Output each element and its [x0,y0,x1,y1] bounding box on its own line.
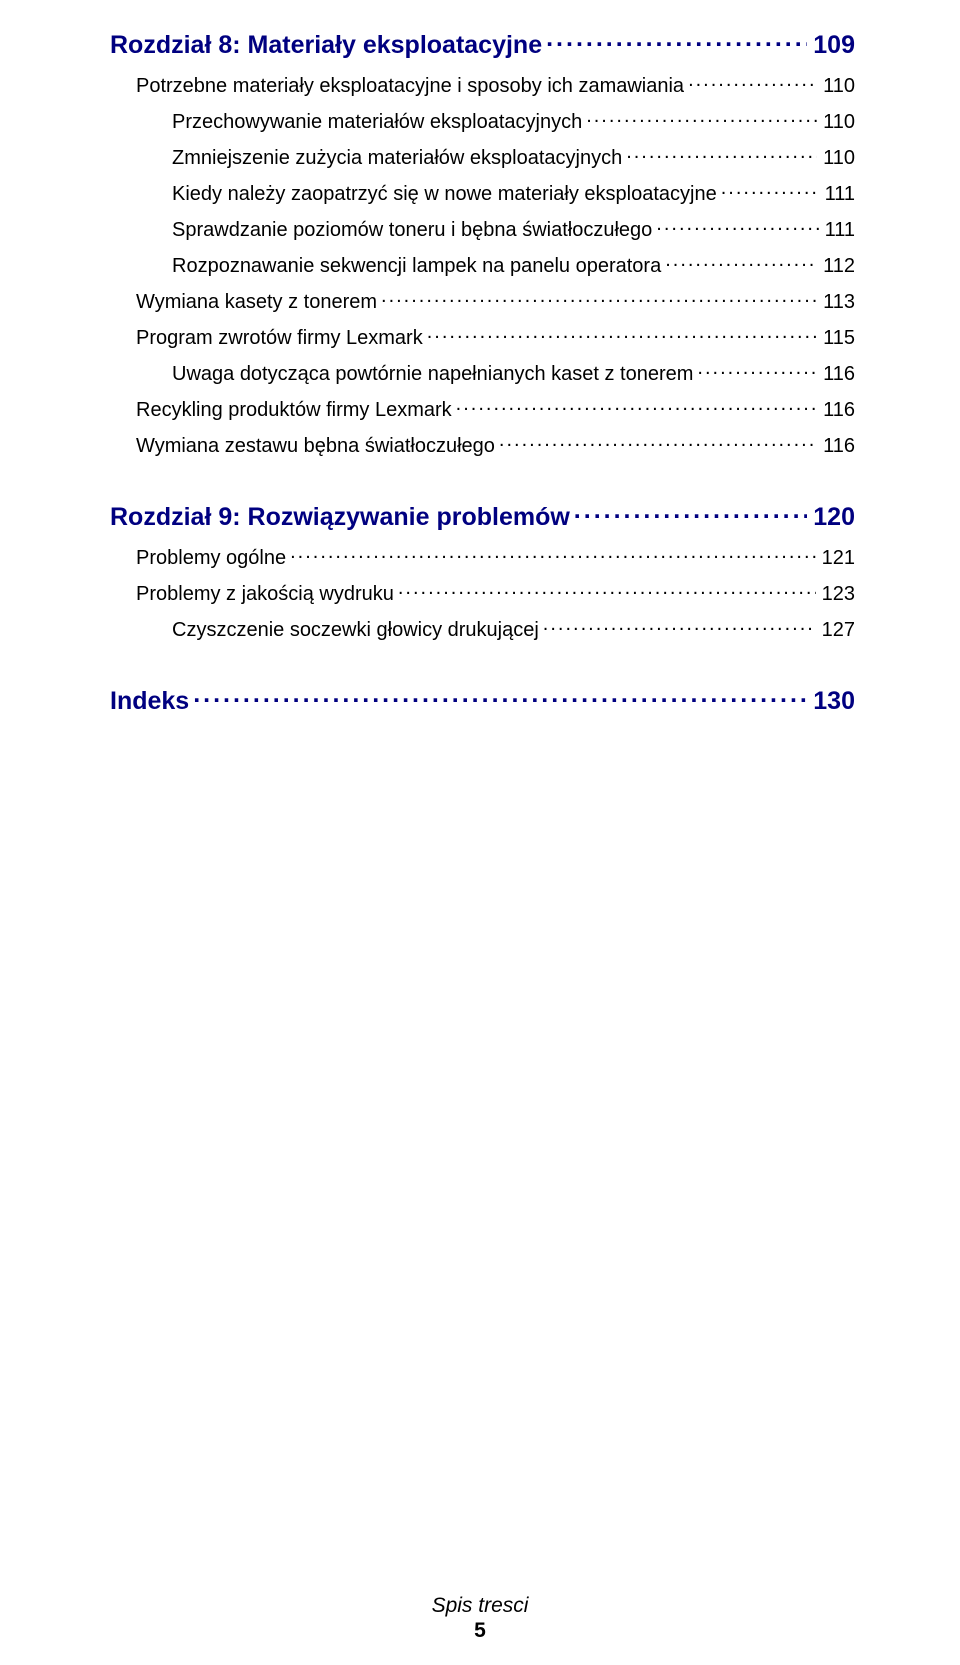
dot-leader [626,144,817,164]
dot-leader [499,432,817,452]
toc-entry-label: Problemy ogólne [136,547,290,570]
toc-entry-label: Rozpoznawanie sekwencji lampek na panelu… [172,255,665,278]
toc-entry-page: 116 [817,399,855,422]
toc-entry-page: 110 [817,147,855,170]
footer-page-number: 5 [0,1618,960,1643]
toc-entry-page: 112 [817,255,855,278]
toc-chapter-9-page: 120 [807,503,855,532]
toc-entry[interactable]: Wymiana zestawu bębna światłoczułego 116 [136,432,855,458]
dot-leader [427,324,817,344]
dot-leader [586,108,817,128]
toc-entry[interactable]: Uwaga dotycząca powtórnie napełnianych k… [172,360,855,386]
toc-chapter-8-page: 109 [807,31,855,60]
toc-entry[interactable]: Sprawdzanie poziomów toneru i bębna świa… [172,216,855,242]
toc-entry[interactable]: Przechowywanie materiałów eksploatacyjny… [172,108,855,134]
toc-entry-label: Przechowywanie materiałów eksploatacyjny… [172,111,586,134]
toc-entry-label: Wymiana zestawu bębna światłoczułego [136,435,499,458]
toc-entry-page: 127 [816,619,855,642]
dot-leader [688,72,817,92]
dot-leader [398,580,816,600]
toc-entry-page: 110 [817,111,855,134]
toc-entry-label: Sprawdzanie poziomów toneru i bębna świa… [172,219,656,242]
toc-entry-label: Program zwrotów firmy Lexmark [136,327,427,350]
toc-entry-label: Problemy z jakością wydruku [136,583,398,606]
toc-entry-label: Recykling produktów firmy Lexmark [136,399,456,422]
toc-entry-label: Czyszczenie soczewki głowicy drukującej [172,619,543,642]
dot-leader [721,180,819,200]
dot-leader [546,28,807,53]
toc-entry-page: 111 [819,183,855,206]
toc-entry[interactable]: Zmniejszenie zużycia materiałów eksploat… [172,144,855,170]
toc-entry[interactable]: Potrzebne materiały eksploatacyjne i spo… [136,72,855,98]
dot-leader [456,396,817,416]
toc-entry-page: 116 [817,363,855,386]
toc-entry[interactable]: Kiedy należy zaopatrzyć się w nowe mater… [172,180,855,206]
dot-leader [290,544,816,564]
toc-entry-page: 115 [817,327,855,350]
dot-leader [656,216,818,236]
toc-entry[interactable]: Problemy z jakością wydruku 123 [136,580,855,606]
dot-leader [697,360,817,380]
toc-entry-page: 113 [817,291,855,314]
dot-leader [381,288,817,308]
toc-index-label: Indeks [110,687,193,716]
toc-chapter-9[interactable]: Rozdział 9: Rozwiązywanie problemów 120 [110,500,855,532]
toc-entry-page: 121 [816,547,855,570]
toc-chapter-8-label: Rozdział 8: Materiały eksploatacyjne [110,31,546,60]
toc-entry-label: Zmniejszenie zużycia materiałów eksploat… [172,147,626,170]
toc-index[interactable]: Indeks 130 [110,684,855,716]
toc-entry-page: 116 [817,435,855,458]
toc-entry-page: 123 [816,583,855,606]
toc-entry-label: Uwaga dotycząca powtórnie napełnianych k… [172,363,697,386]
dot-leader [665,252,817,272]
toc-entry-label: Potrzebne materiały eksploatacyjne i spo… [136,75,688,98]
dot-leader [193,684,807,709]
footer-title: Spis tresci [0,1593,960,1618]
toc-entry-label: Wymiana kasety z tonerem [136,291,381,314]
dot-leader [574,500,807,525]
toc-entry[interactable]: Czyszczenie soczewki głowicy drukującej … [172,616,855,642]
toc-entry[interactable]: Rozpoznawanie sekwencji lampek na panelu… [172,252,855,278]
toc-index-page: 130 [807,687,855,716]
toc-entry-page: 111 [819,219,855,242]
toc-entry[interactable]: Wymiana kasety z tonerem 113 [136,288,855,314]
toc-entry[interactable]: Program zwrotów firmy Lexmark 115 [136,324,855,350]
toc-chapter-8[interactable]: Rozdział 8: Materiały eksploatacyjne 109 [110,28,855,60]
toc-entry-page: 110 [817,75,855,98]
toc-entry[interactable]: Problemy ogólne 121 [136,544,855,570]
toc-entry-label: Kiedy należy zaopatrzyć się w nowe mater… [172,183,721,206]
toc-entry[interactable]: Recykling produktów firmy Lexmark 116 [136,396,855,422]
page-footer: Spis tresci 5 [0,1593,960,1643]
toc-chapter-9-label: Rozdział 9: Rozwiązywanie problemów [110,503,574,532]
dot-leader [543,616,816,636]
